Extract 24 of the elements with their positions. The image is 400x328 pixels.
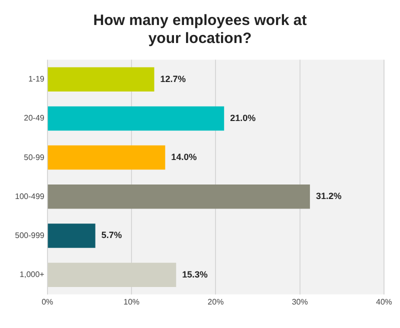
y-tick-label: 50-99 [24, 152, 45, 162]
y-tick-label: 1,000+ [20, 270, 45, 280]
x-tick-label: 10% [124, 297, 140, 306]
y-tick-label: 500-999 [15, 230, 45, 240]
data-label: 21.0% [230, 112, 256, 123]
y-tick-label: 100-499 [15, 192, 45, 201]
data-label: 15.3% [182, 269, 208, 280]
data-label: 5.7% [101, 230, 122, 240]
x-tick-label: 40% [376, 297, 392, 306]
chart-title: How many employees work at your location? [92, 12, 308, 49]
y-tick-label: 20-49 [24, 114, 45, 123]
bar [48, 67, 154, 92]
x-tick-label: 30% [292, 297, 308, 306]
data-label: 31.2% [316, 191, 342, 202]
bar [48, 224, 96, 248]
x-tick-label: 20% [208, 297, 224, 306]
data-label: 12.7% [160, 74, 186, 84]
bar [48, 184, 310, 209]
bar [48, 106, 224, 131]
x-tick-label: 0% [42, 297, 54, 306]
bar [48, 262, 176, 287]
y-tick-label: 1-19 [28, 74, 45, 84]
data-label: 14.0% [171, 152, 197, 162]
bar [48, 145, 166, 170]
